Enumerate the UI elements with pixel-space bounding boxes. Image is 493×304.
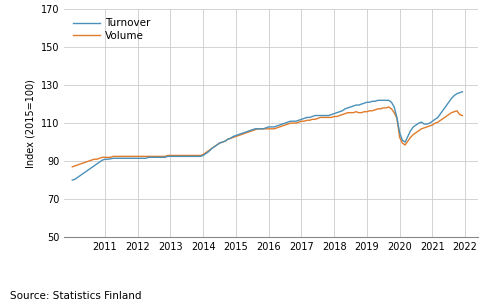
Line: Volume: Volume — [72, 107, 462, 167]
Line: Turnover: Turnover — [72, 92, 462, 180]
Volume — [391, 111, 397, 115]
Turnover — [383, 98, 389, 102]
Turnover — [70, 178, 75, 182]
Y-axis label: Index (2015=100): Index (2015=100) — [25, 79, 35, 168]
Volume — [383, 106, 389, 110]
Legend: Turnover, Volume: Turnover, Volume — [70, 14, 154, 45]
Turnover — [97, 160, 103, 164]
Volume — [459, 114, 465, 117]
Turnover — [348, 105, 353, 109]
Turnover — [189, 154, 195, 158]
Turnover — [388, 100, 394, 104]
Text: Source: Statistics Finland: Source: Statistics Finland — [10, 291, 141, 301]
Volume — [70, 165, 75, 169]
Volume — [97, 157, 103, 160]
Turnover — [127, 157, 133, 160]
Volume — [386, 105, 391, 109]
Volume — [189, 154, 195, 157]
Turnover — [459, 90, 465, 94]
Volume — [127, 154, 133, 158]
Volume — [348, 111, 353, 115]
